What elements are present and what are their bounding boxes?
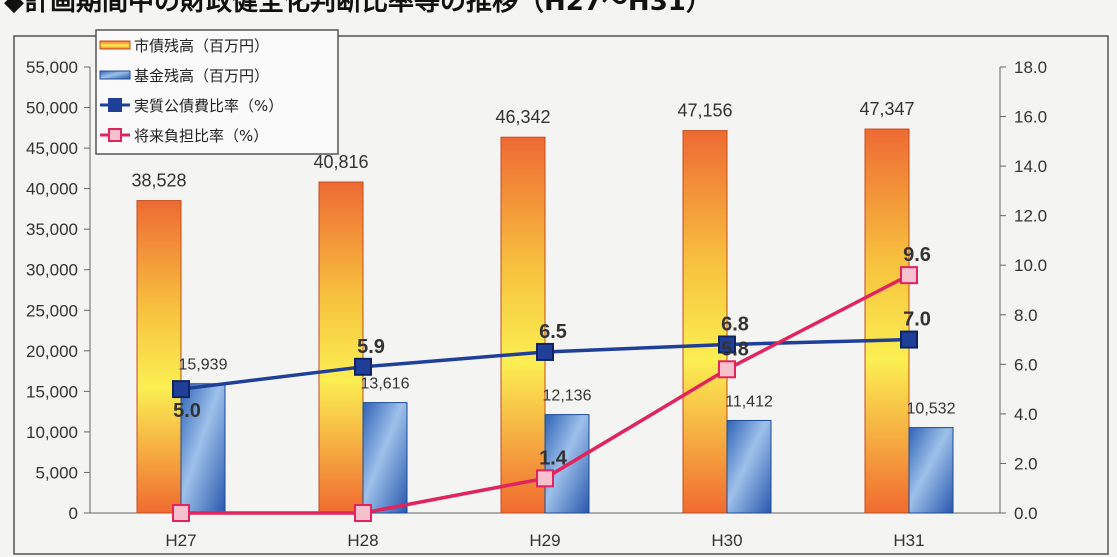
- chart-title: ◆計画期間中の財政健全化判断比率等の推移（H27～H31）: [4, 0, 712, 17]
- lines: [172, 266, 918, 522]
- line-marker: [900, 266, 918, 285]
- y-right-tick-label: 12.0: [1014, 207, 1047, 226]
- y-left-tick-label: 35,000: [26, 220, 78, 239]
- bar-fund-balance: [180, 383, 226, 514]
- x-tick-label: H29: [529, 531, 560, 550]
- x-tick-label: H27: [165, 531, 196, 550]
- line-marker: [172, 380, 190, 399]
- line-value-label: 5.0: [173, 400, 201, 422]
- line-value-label: 1.4: [539, 447, 568, 469]
- y-left-tick-label: 10,000: [26, 423, 78, 442]
- legend-box: [95, 29, 339, 155]
- bar-municipal-debt: [864, 128, 910, 514]
- line-marker: [354, 357, 372, 376]
- bar-fund-balance: [908, 427, 954, 514]
- line-value-label: 5.9: [357, 336, 385, 358]
- y-right-tick-label: 0.0: [1014, 504, 1038, 523]
- y-left-tick-label: 5,000: [35, 463, 78, 482]
- y-right-tick-label: 2.0: [1014, 454, 1038, 473]
- y-right-tick-label: 8.0: [1014, 306, 1038, 325]
- bar-value-label: 46,342: [495, 107, 550, 127]
- line-value-label: 6.8: [721, 314, 749, 336]
- line-value-label: 5.8: [721, 338, 749, 360]
- line-marker: [354, 504, 372, 522]
- bar-fund-balance: [726, 419, 772, 514]
- line-value-label: 7.0: [903, 309, 931, 331]
- y-right-tick-label: 16.0: [1014, 108, 1047, 127]
- y-right-tick-label: 10.0: [1014, 256, 1047, 275]
- bar-value-label: 12,136: [543, 388, 592, 405]
- bar-value-label: 13,616: [361, 376, 410, 393]
- y-left-tick-label: 20,000: [26, 342, 78, 361]
- line-value-label: 9.6: [903, 244, 931, 266]
- bar-municipal-debt: [500, 136, 546, 514]
- x-tick-label: H28: [347, 531, 378, 550]
- y-left-tick-label: 55,000: [26, 58, 78, 77]
- bar-value-label: 47,347: [859, 99, 914, 119]
- legend-label: 市債残高（百万円）: [134, 37, 269, 55]
- y-left-tick-label: 45,000: [26, 139, 78, 158]
- line-marker: [718, 335, 736, 354]
- bar-value-label: 40,816: [313, 152, 368, 172]
- bar-municipal-debt: [318, 181, 364, 514]
- x-tick-label: H31: [893, 531, 924, 550]
- bar-fund-balance: [362, 402, 408, 514]
- line-marker: [536, 469, 554, 488]
- y-left-tick-label: 30,000: [26, 261, 78, 280]
- line-marker: [718, 360, 736, 379]
- legend-label: 将来負担比率（%）: [134, 127, 268, 145]
- y-right-tick-label: 18.0: [1014, 58, 1047, 77]
- legend-swatch-marker: [108, 128, 122, 142]
- y-left-tick-label: 50,000: [26, 99, 78, 118]
- line-marker: [536, 342, 554, 361]
- line-marker: [900, 330, 918, 349]
- chart-title-group: ◆計画期間中の財政健全化判断比率等の推移（H27～H31）: [4, 0, 712, 17]
- y-right-tick-label: 6.0: [1014, 355, 1038, 374]
- bar-value-label: 10,532: [907, 401, 956, 418]
- legend: 市債残高（百万円） 基金残高（百万円） 実質公債費比率（%） 将来負担比率（%）: [95, 29, 339, 155]
- y-right-tick-label: 14.0: [1014, 157, 1047, 176]
- legend-label: 実質公債費比率（%）: [134, 97, 283, 115]
- y-left-tick-label: 40,000: [26, 180, 78, 199]
- y-left-tick-label: 15,000: [26, 382, 78, 401]
- axes: 0 5,000 10,000 15,000 20,000 25,000 30,000 35,0…: [26, 58, 1047, 550]
- bar-value-label: 47,156: [677, 101, 732, 121]
- bar-value-label: 38,528: [131, 171, 186, 191]
- chart-frame: [13, 35, 1109, 555]
- legend-swatch-marker: [108, 98, 122, 112]
- bar-municipal-debt: [136, 200, 182, 514]
- y-left-tick-label: 0: [69, 504, 78, 523]
- y-left-tick-label: 25,000: [26, 301, 78, 320]
- bars: [136, 128, 954, 514]
- bar-value-label: 11,412: [725, 393, 773, 410]
- line-marker: [172, 504, 190, 522]
- line-value-label: 6.5: [539, 321, 567, 343]
- bar-value-label: 15,939: [179, 357, 228, 374]
- legend-swatch-bar: [99, 40, 131, 50]
- legend-label: 基金残高（百万円）: [134, 67, 269, 85]
- legend-swatch-bar: [99, 70, 131, 80]
- bar-municipal-debt: [682, 130, 728, 514]
- y-right-tick-label: 4.0: [1014, 405, 1038, 424]
- data-labels: 38,528 40,816 46,342 47,156 47,347 15,939 13,6…: [131, 99, 955, 469]
- bar-fund-balance: [544, 414, 590, 514]
- x-tick-label: H30: [711, 531, 742, 550]
